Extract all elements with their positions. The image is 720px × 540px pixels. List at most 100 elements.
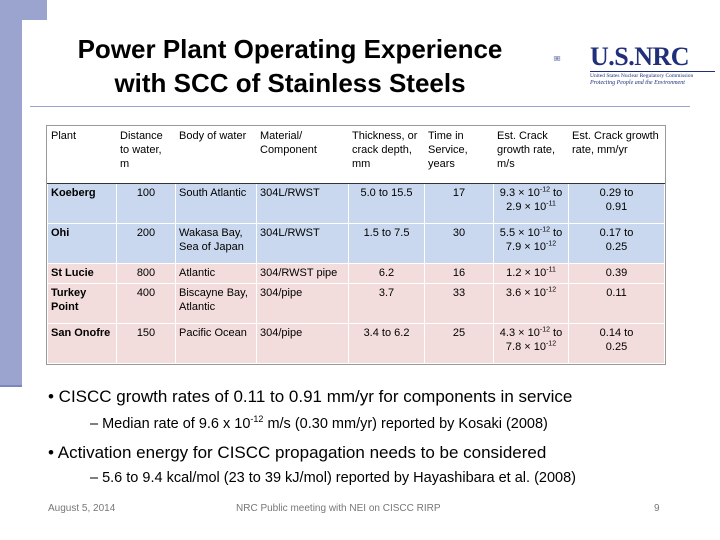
plant-line-2: Point (51, 301, 79, 313)
sub-bullet-text: m/s (0.30 mm/yr) reported by Kosaki (200… (263, 416, 548, 432)
cell-thickness: 3.7 (348, 283, 425, 324)
cell-rate-mmyr: 0.39 (568, 263, 665, 284)
nrc-logo-tagline: Protecting People and the Environment (590, 80, 685, 86)
cell-water: Atlantic (175, 263, 257, 284)
header-distance: Distance to water, m (116, 126, 176, 184)
footer-date: August 5, 2014 (48, 503, 116, 514)
rate-mmyr-a: 0.17 to (599, 227, 634, 239)
bullet-growth-rates: • CISCC growth rates of 0.11 to 0.91 mm/… (48, 387, 573, 406)
water-line-1: Wakasa Bay, (179, 227, 243, 239)
scc-experience-table: Plant Distance to water, m Body of water… (46, 125, 666, 365)
water-line-2: Sea of Japan (179, 241, 244, 253)
rate-exp: -12 (545, 286, 557, 294)
header-thickness: Thickness, or crack depth, mm (348, 126, 425, 184)
cell-water: South Atlantic (175, 183, 257, 224)
cell-time: 17 (424, 183, 494, 224)
footer-meeting: NRC Public meeting with NEI on CISCC RIR… (236, 503, 441, 514)
decorative-side-bar (0, 20, 22, 385)
cell-water: Pacific Ocean (175, 323, 257, 364)
table-row: Ohi 200 Wakasa Bay, Sea of Japan 304L/RWS… (47, 223, 665, 264)
rate-ms-a: 5.5 × 10 (499, 227, 540, 239)
table-row: St Lucie 800 Atlantic 304/RWST pipe 6.2 … (47, 263, 665, 284)
header-body-of-water: Body of water (175, 126, 257, 184)
decorative-divider (0, 385, 22, 387)
cell-plant: Koeberg (47, 183, 117, 224)
table-row: Turkey Point 400 Biscayne Bay, Atlantic 30… (47, 283, 665, 324)
rate-mmyr-a: 0.14 to (599, 327, 634, 339)
cell-plant: Ohi (47, 223, 117, 264)
rate-mmyr-b: 0.91 (605, 201, 628, 213)
cell-rate-ms: 5.5 × 10-12 to 7.9 × 10-12 (493, 223, 569, 264)
sub-bullet-text: – Median rate of 9.6 x 10 (90, 416, 251, 432)
cell-rate-mmyr: 0.11 (568, 283, 665, 324)
cell-plant: St Lucie (47, 263, 117, 284)
cell-plant: San Onofre (47, 323, 117, 364)
cell-material: 304/pipe (256, 283, 349, 324)
header-plant: Plant (47, 126, 117, 184)
decorative-bar-top (0, 0, 47, 20)
rate-exp: -11 (546, 200, 556, 208)
sub-bullet-activation-values: – 5.6 to 9.4 kcal/mol (23 to 39 kJ/mol) … (90, 470, 576, 486)
header-time: Time in Service, years (424, 126, 494, 184)
water-line-1: Biscayne Bay, (179, 287, 248, 299)
title-line-2: with SCC of Stainless Steels (114, 68, 466, 98)
rate-ms-a: 9.3 × 10 (499, 187, 540, 199)
cell-material: 304L/RWST (256, 183, 349, 224)
rate-ms-b: 2.9 × 10 (506, 201, 547, 213)
cell-rate-mmyr: 0.17 to 0.25 (568, 223, 665, 264)
cell-water: Biscayne Bay, Atlantic (175, 283, 257, 324)
cell-time: 33 (424, 283, 494, 324)
water-line-2: Atlantic (179, 301, 216, 313)
title-divider (30, 106, 690, 107)
plant-line-1: Turkey (51, 287, 87, 299)
cell-time: 16 (424, 263, 494, 284)
rate-mmyr-a: 0.29 to (599, 187, 634, 199)
rate-ms: 3.6 × 10 (505, 287, 546, 299)
rate-mmyr-b: 0.25 (605, 241, 628, 253)
bullet-activation-energy: • Activation energy for CISCC propagatio… (48, 443, 547, 462)
table-header-row: Plant Distance to water, m Body of water… (47, 126, 665, 184)
cell-rate-mmyr: 0.29 to 0.91 (568, 183, 665, 224)
cell-distance: 150 (116, 323, 176, 364)
header-rate-mmyr: Est. Crack growth rate, mm/yr (568, 126, 665, 184)
cell-distance: 200 (116, 223, 176, 264)
rate-exp: -12 (545, 340, 557, 348)
footer-page-number: 9 (654, 503, 660, 514)
rate-exp: -12 (545, 240, 557, 248)
cell-rate-ms: 1.2 × 10-11 (493, 263, 569, 284)
rate-ms-b: 7.9 × 10 (505, 241, 546, 253)
rate-exp: -12 (539, 226, 550, 234)
cell-rate-ms: 4.3 × 10-12 to 7.8 × 10-12 (493, 323, 569, 364)
cell-material: 304/pipe (256, 323, 349, 364)
cell-distance: 800 (116, 263, 176, 284)
rate-ms-b: 7.8 × 10 (505, 341, 546, 353)
title-line-1: Power Plant Operating Experience (77, 34, 503, 64)
cell-material: 304/RWST pipe (256, 263, 349, 284)
rate-exp: -12 (539, 186, 550, 194)
table-row: Koeberg 100 South Atlantic 304L/RWST 5.0… (47, 183, 665, 224)
cell-water: Wakasa Bay, Sea of Japan (175, 223, 257, 264)
cell-distance: 100 (116, 183, 176, 224)
sub-bullet-median-rate: – Median rate of 9.6 x 10-12 m/s (0.30 m… (90, 414, 548, 434)
nrc-atom-logo-icon (553, 56, 561, 61)
cell-thickness: 1.5 to 7.5 (348, 223, 425, 264)
sub-bullet-exp: -12 (250, 414, 264, 425)
cell-distance: 400 (116, 283, 176, 324)
rate-exp: -11 (546, 266, 556, 274)
rate-ms: 1.2 × 10 (506, 267, 547, 279)
header-rate-ms: Est. Crack growth rate, m/s (493, 126, 569, 184)
cell-thickness: 3.4 to 6.2 (348, 323, 425, 364)
header-material: Material/ Component (256, 126, 349, 184)
cell-rate-ms: 3.6 × 10-12 (493, 283, 569, 324)
rate-mmyr-b: 0.25 (605, 341, 628, 353)
rate-ms-a: 4.3 × 10 (499, 327, 540, 339)
cell-thickness: 5.0 to 15.5 (348, 183, 425, 224)
table-row: San Onofre 150 Pacific Ocean 304/pipe 3.… (47, 323, 665, 364)
cell-time: 30 (424, 223, 494, 264)
slide-title: Power Plant Operating Experience with SC… (30, 32, 550, 100)
cell-material: 304L/RWST (256, 223, 349, 264)
nrc-logo-text: U.S.NRC (590, 42, 690, 71)
cell-rate-mmyr: 0.14 to 0.25 (568, 323, 665, 364)
cell-rate-ms: 9.3 × 10-12 to 2.9 × 10-11 (493, 183, 569, 224)
cell-thickness: 6.2 (348, 263, 425, 284)
